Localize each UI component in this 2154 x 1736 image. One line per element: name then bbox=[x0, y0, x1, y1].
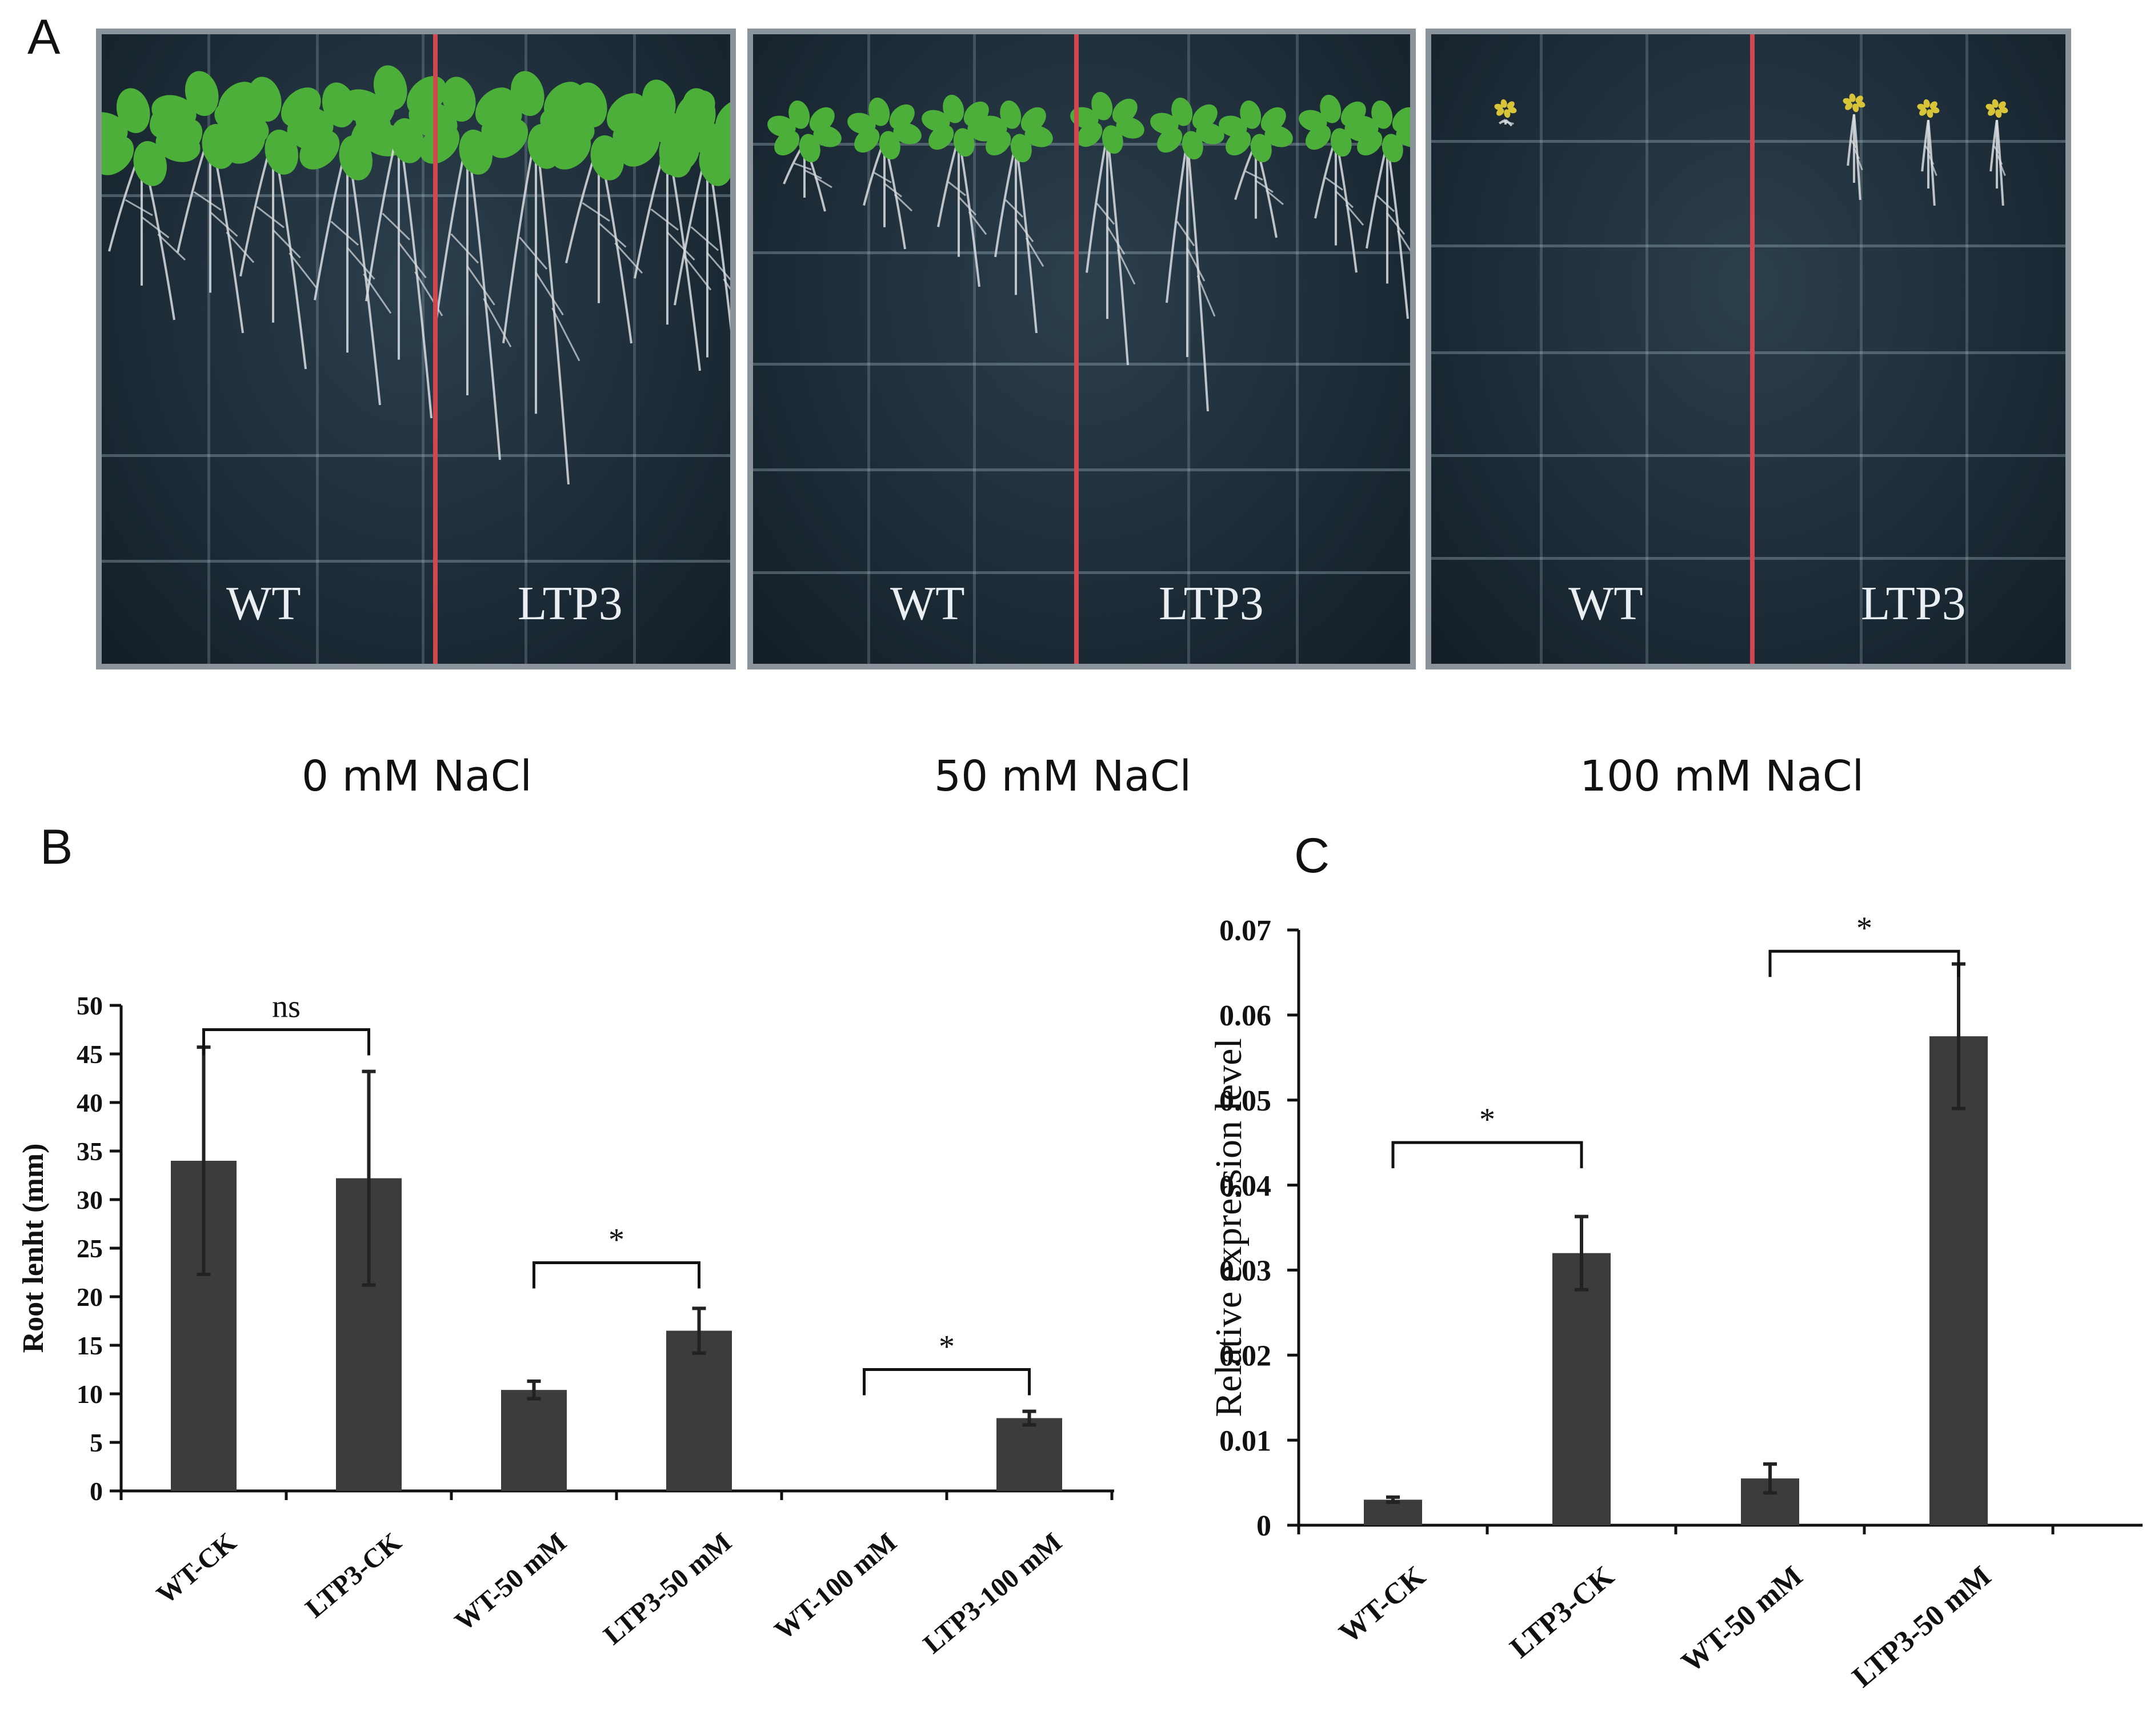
category-label: LTP3-CK bbox=[300, 1527, 407, 1624]
y-tick-label: 15 bbox=[77, 1331, 103, 1360]
plate-label-wt: WT bbox=[1568, 577, 1643, 630]
significance-bracket bbox=[533, 1261, 700, 1289]
y-tick-label: 0.03 bbox=[1219, 1255, 1271, 1288]
seedlings-illustration bbox=[102, 65, 730, 485]
seedling bbox=[767, 100, 842, 212]
plate-divider bbox=[1074, 34, 1079, 664]
seedling bbox=[979, 100, 1053, 334]
y-tick-label: 20 bbox=[77, 1282, 103, 1312]
significance-bracket bbox=[1768, 949, 1960, 977]
category-label: LTP3-50 mM bbox=[598, 1527, 737, 1651]
y-tick-label: 50 bbox=[77, 991, 103, 1020]
y-tick-label: 45 bbox=[77, 1040, 103, 1069]
seedling bbox=[1917, 99, 1940, 206]
chart-b-root-length: 0 5 10 15 20 25 30 35 40 45 50 WT-CK LTP3-CK WT-50 mM… bbox=[17, 989, 1114, 1659]
seedling bbox=[1219, 100, 1293, 238]
y-tick-label: 0.04 bbox=[1219, 1170, 1271, 1202]
y-tick-label: 0.05 bbox=[1219, 1085, 1271, 1117]
seedling bbox=[1070, 91, 1144, 366]
bar bbox=[1929, 1036, 1988, 1525]
seedling bbox=[922, 94, 996, 287]
y-tick-label: 0.07 bbox=[1219, 915, 1271, 947]
category-label: LTP3-100 mM bbox=[918, 1527, 1068, 1659]
condition-label-100mm: 100 mM NaCl bbox=[1580, 752, 1864, 801]
bar bbox=[996, 1418, 1062, 1491]
category-label: LTP3-50 mM bbox=[1846, 1560, 1997, 1694]
plate-label-ltp3: LTP3 bbox=[1159, 577, 1264, 630]
y-tick-label: 0.02 bbox=[1219, 1340, 1271, 1372]
category-label: WT-50 mM bbox=[449, 1527, 572, 1637]
y-tick-label: 25 bbox=[77, 1234, 103, 1263]
seedlings-illustration bbox=[767, 91, 1410, 412]
condition-label-50mm: 50 mM NaCl bbox=[934, 752, 1192, 801]
panel-letter-a: A bbox=[27, 10, 61, 65]
significance-label: * bbox=[1856, 911, 1872, 946]
significance-label: * bbox=[608, 1222, 624, 1258]
category-label: WT-50 mM bbox=[1675, 1560, 1808, 1679]
y-tick-label: 0.01 bbox=[1219, 1425, 1271, 1457]
seedling bbox=[1494, 99, 1517, 127]
significance-label: ns bbox=[272, 989, 301, 1025]
category-label: WT-CK bbox=[1333, 1559, 1432, 1650]
panel-letter-c: C bbox=[1294, 828, 1330, 883]
bar bbox=[666, 1330, 732, 1491]
seedling bbox=[1843, 93, 1865, 201]
y-axis-label: Relative expression level bbox=[1208, 1038, 1250, 1417]
plate-divider bbox=[433, 34, 438, 664]
significance-label: * bbox=[939, 1329, 955, 1365]
y-tick-label: 0 bbox=[90, 1477, 103, 1506]
plate-label-wt: WT bbox=[226, 577, 301, 630]
bar bbox=[501, 1390, 567, 1491]
plate-100mm: WT LTP3 bbox=[1426, 29, 2071, 669]
chart-c-expression: 0 0.01 0.02 0.03 0.04 0.05 0.06 0.07 WT-CK LTP3-C… bbox=[1208, 911, 2143, 1694]
plate-label-wt: WT bbox=[890, 577, 965, 630]
seedling bbox=[1299, 94, 1373, 273]
category-label: WT-CK bbox=[151, 1527, 242, 1610]
category-label: WT-100 mM bbox=[769, 1527, 903, 1646]
y-tick-label: 35 bbox=[77, 1137, 103, 1166]
significance-bracket bbox=[863, 1368, 1031, 1396]
y-axis-label: Root lenht (mm) bbox=[17, 1144, 50, 1353]
y-tick-label: 30 bbox=[77, 1185, 103, 1214]
y-tick-label: 10 bbox=[77, 1380, 103, 1409]
bar bbox=[1552, 1253, 1611, 1525]
condition-label-0mm: 0 mM NaCl bbox=[302, 752, 532, 801]
panel-letter-b: B bbox=[40, 820, 73, 875]
seedling bbox=[1350, 100, 1410, 319]
plate-label-ltp3: LTP3 bbox=[1861, 577, 1966, 630]
significance-bracket bbox=[1391, 1141, 1583, 1169]
plate-0mm: WT LTP3 bbox=[96, 29, 736, 669]
plate-divider bbox=[1750, 34, 1755, 664]
seedling bbox=[1150, 97, 1224, 412]
significance-label: * bbox=[1479, 1102, 1495, 1137]
seedling bbox=[1985, 99, 2008, 206]
y-tick-label: 0.06 bbox=[1219, 1000, 1271, 1032]
y-tick-label: 5 bbox=[90, 1428, 103, 1457]
seedlings-illustration bbox=[1494, 93, 2008, 206]
category-label: LTP3-CK bbox=[1504, 1559, 1620, 1665]
significance-bracket bbox=[202, 1028, 370, 1056]
y-tick-label: 40 bbox=[77, 1088, 103, 1117]
seedling bbox=[847, 97, 922, 250]
seedling bbox=[648, 88, 730, 358]
plate-50mm: WT LTP3 bbox=[747, 29, 1416, 669]
plate-label-ltp3: LTP3 bbox=[518, 577, 623, 630]
y-tick-label: 0 bbox=[1256, 1510, 1271, 1542]
